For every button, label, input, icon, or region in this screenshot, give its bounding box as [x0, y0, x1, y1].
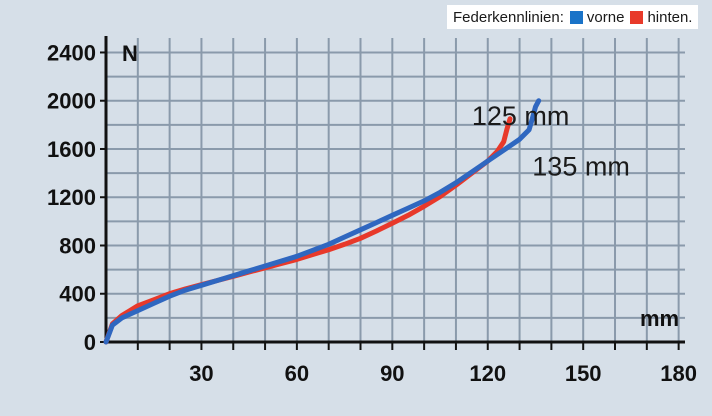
y-tick-label: 2400 — [47, 40, 96, 65]
x-tick-label: 120 — [469, 361, 506, 386]
x-tick-labels: 30 60 90 120 150 180 — [189, 361, 697, 386]
y-tick-label: 800 — [59, 233, 96, 258]
y-tick-label: 2000 — [47, 89, 96, 114]
legend-swatch-hinten — [630, 10, 644, 24]
legend-label-hinten: hinten. — [647, 8, 693, 26]
axes — [100, 36, 685, 350]
x-tick-label: 60 — [285, 361, 309, 386]
y-axis-unit: N — [122, 41, 138, 66]
series-line-hinten — [103, 116, 513, 345]
annotation-label: 135 mm — [532, 152, 630, 182]
series-lines — [103, 98, 542, 345]
x-axis-unit: mm — [640, 306, 679, 331]
y-tick-label: 400 — [59, 282, 96, 307]
x-tick-label: 90 — [380, 361, 404, 386]
legend: Federkennlinien: vorne hinten. — [447, 5, 699, 29]
y-tick-label: 0 — [84, 330, 96, 355]
x-tick-label: 150 — [565, 361, 602, 386]
y-tick-label: 1200 — [47, 185, 96, 210]
annotations: 125 mm 135 mm — [472, 101, 630, 182]
x-tick-label: 30 — [189, 361, 213, 386]
legend-title: Federkennlinien: — [453, 8, 564, 26]
grid — [106, 38, 685, 342]
x-tick-label: 180 — [660, 361, 697, 386]
legend-label-vorne: vorne — [586, 8, 625, 26]
y-tick-label: 1600 — [47, 137, 96, 162]
y-tick-labels: 0 400 800 1200 1600 2000 2400 — [47, 40, 96, 355]
legend-swatch-vorne — [569, 10, 583, 24]
series-line-vorne — [103, 98, 542, 345]
annotation-label: 125 mm — [472, 101, 570, 131]
